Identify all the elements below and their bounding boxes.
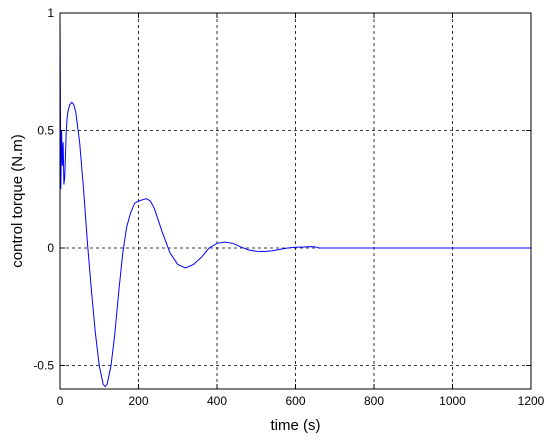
y-tick-label: -0.5 bbox=[33, 359, 54, 373]
x-tick-label: 1000 bbox=[439, 394, 466, 408]
y-tick-label: 0 bbox=[47, 241, 54, 255]
x-tick-label: 400 bbox=[207, 394, 227, 408]
plot-frame bbox=[59, 12, 532, 390]
x-axis-label: time (s) bbox=[271, 417, 321, 434]
x-tick-label: 1200 bbox=[518, 394, 545, 408]
x-tick-label: 200 bbox=[128, 394, 148, 408]
x-tick-label: 0 bbox=[57, 394, 64, 408]
x-tick-label: 800 bbox=[364, 394, 384, 408]
y-tick-label: 1 bbox=[47, 6, 54, 20]
x-tick-label: 600 bbox=[285, 394, 305, 408]
y-tick-label: 0.5 bbox=[37, 124, 54, 138]
y-axis-label: control torque (N.m) bbox=[9, 134, 26, 267]
data-line bbox=[59, 12, 531, 388]
